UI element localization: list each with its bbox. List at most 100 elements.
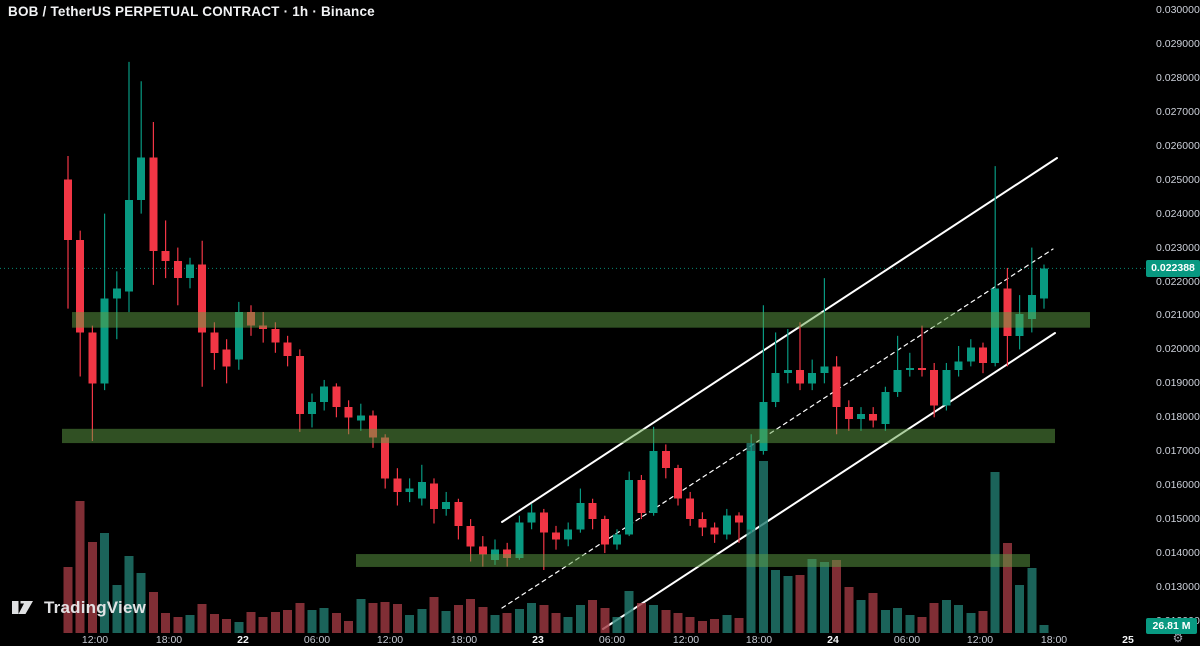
volume-bar <box>563 617 573 633</box>
volume-bar <box>112 585 122 633</box>
volume-bar <box>87 542 97 633</box>
candle-body <box>722 515 731 535</box>
candle-body <box>613 534 621 545</box>
candle-body <box>88 332 97 384</box>
candle-body <box>942 369 951 406</box>
candle-body <box>210 332 219 353</box>
candle-body <box>857 413 865 419</box>
support-zone-0.014[interactable] <box>356 554 1030 567</box>
candle-body <box>125 200 133 292</box>
volume-bar <box>832 560 842 633</box>
candle-body <box>710 527 719 535</box>
candle-body <box>832 366 841 408</box>
volume-bar <box>880 610 890 633</box>
volume-bar <box>307 610 317 633</box>
candle-body <box>283 342 292 357</box>
candle-body <box>649 451 658 513</box>
symbol-title: BOB / TetherUS PERPETUAL CONTRACT · 1h ·… <box>8 4 375 19</box>
price-axis-label: 0.028000 <box>1156 71 1200 84</box>
candle-body <box>295 356 304 414</box>
price-axis-label: 0.017000 <box>1156 445 1200 458</box>
watermark-brand-text: TradingView <box>44 598 147 617</box>
candle-body <box>137 157 146 201</box>
volume-bar <box>453 605 463 633</box>
volume-bar <box>868 593 878 633</box>
candle-body <box>881 391 890 425</box>
price-axis-label: 0.021000 <box>1156 309 1200 322</box>
volume-bar <box>673 613 683 633</box>
volume-bar <box>283 610 293 633</box>
axis-settings-gear-icon[interactable]: ⚙ <box>1172 631 1184 645</box>
volume-bar <box>758 461 768 633</box>
volume-bar <box>441 611 451 633</box>
volume-bar <box>966 613 976 633</box>
candle-body <box>100 298 109 384</box>
volume-bar <box>429 597 439 633</box>
price-axis-label: 0.016000 <box>1156 479 1200 492</box>
price-axis-label: 0.029000 <box>1156 37 1200 50</box>
candle-body <box>308 402 316 414</box>
price-axis-label: 0.013000 <box>1156 580 1200 593</box>
volume-bar <box>380 602 390 633</box>
volume-bar <box>685 617 695 633</box>
volume-bar <box>941 600 951 633</box>
volume-badge: 26.81 M <box>1146 618 1197 634</box>
candle-body <box>966 347 975 362</box>
candle-body <box>783 369 792 374</box>
candle-body <box>344 407 353 418</box>
volume-bar <box>161 613 171 633</box>
volume-bar <box>258 617 268 633</box>
candle-body <box>930 369 939 406</box>
volume-bar <box>697 621 707 633</box>
volume-bar <box>246 612 256 633</box>
volume-bar <box>502 613 512 633</box>
volume-bar <box>1027 568 1037 633</box>
volume-bar <box>551 613 561 633</box>
volume-bar <box>490 615 500 633</box>
volume-bar <box>575 605 585 633</box>
volume-bar <box>856 600 866 633</box>
volume-bar <box>75 501 85 633</box>
volume-bar <box>234 622 244 633</box>
price-axis[interactable]: 0.030000 0.029000 0.028000 0.027000 0.026000… <box>1148 0 1200 632</box>
time-axis-label: 18:00 <box>1040 634 1068 646</box>
channel-middle[interactable] <box>501 248 1054 609</box>
volume-bar <box>990 472 1000 633</box>
volume-bar <box>124 556 134 633</box>
price-axis-label: 0.018000 <box>1156 411 1200 424</box>
volume-bar <box>1002 543 1012 633</box>
candle-body <box>771 373 780 403</box>
candle-body <box>369 415 377 438</box>
time-axis-label: 06:00 <box>303 634 331 646</box>
price-axis-label: 0.023000 <box>1156 241 1200 254</box>
volume-bar <box>295 603 305 633</box>
volume-bar <box>405 615 415 633</box>
candle-body <box>576 502 585 530</box>
volume-bar <box>612 617 622 633</box>
mid-zone-0.0175[interactable] <box>62 428 1055 444</box>
volume-bar <box>722 615 732 633</box>
time-axis-label: 06:00 <box>598 634 626 646</box>
candle-body <box>466 525 475 547</box>
volume-bar <box>929 603 939 633</box>
candle-body <box>552 532 560 540</box>
candle-body <box>674 468 682 499</box>
volume-bar <box>734 618 744 633</box>
candle-body <box>405 488 414 492</box>
candle-body <box>417 481 426 499</box>
candle-body <box>820 366 829 374</box>
volume-bar <box>954 605 964 633</box>
price-axis-label: 0.020000 <box>1156 343 1200 356</box>
candle-body <box>747 451 756 530</box>
candle-body <box>234 312 243 360</box>
price-axis-label: 0.027000 <box>1156 105 1200 118</box>
time-axis[interactable]: 12:00 18:00 22 06:00 12:00 18:00 23 06:00 12:00 1… <box>0 632 1200 646</box>
candle-body <box>954 361 963 370</box>
time-axis-day-label: 25 <box>1122 634 1134 646</box>
resistance-zone-0.021[interactable] <box>72 312 1090 328</box>
channel-lower[interactable] <box>602 332 1056 630</box>
volume-bar <box>222 619 232 633</box>
channel-upper[interactable] <box>501 157 1058 523</box>
